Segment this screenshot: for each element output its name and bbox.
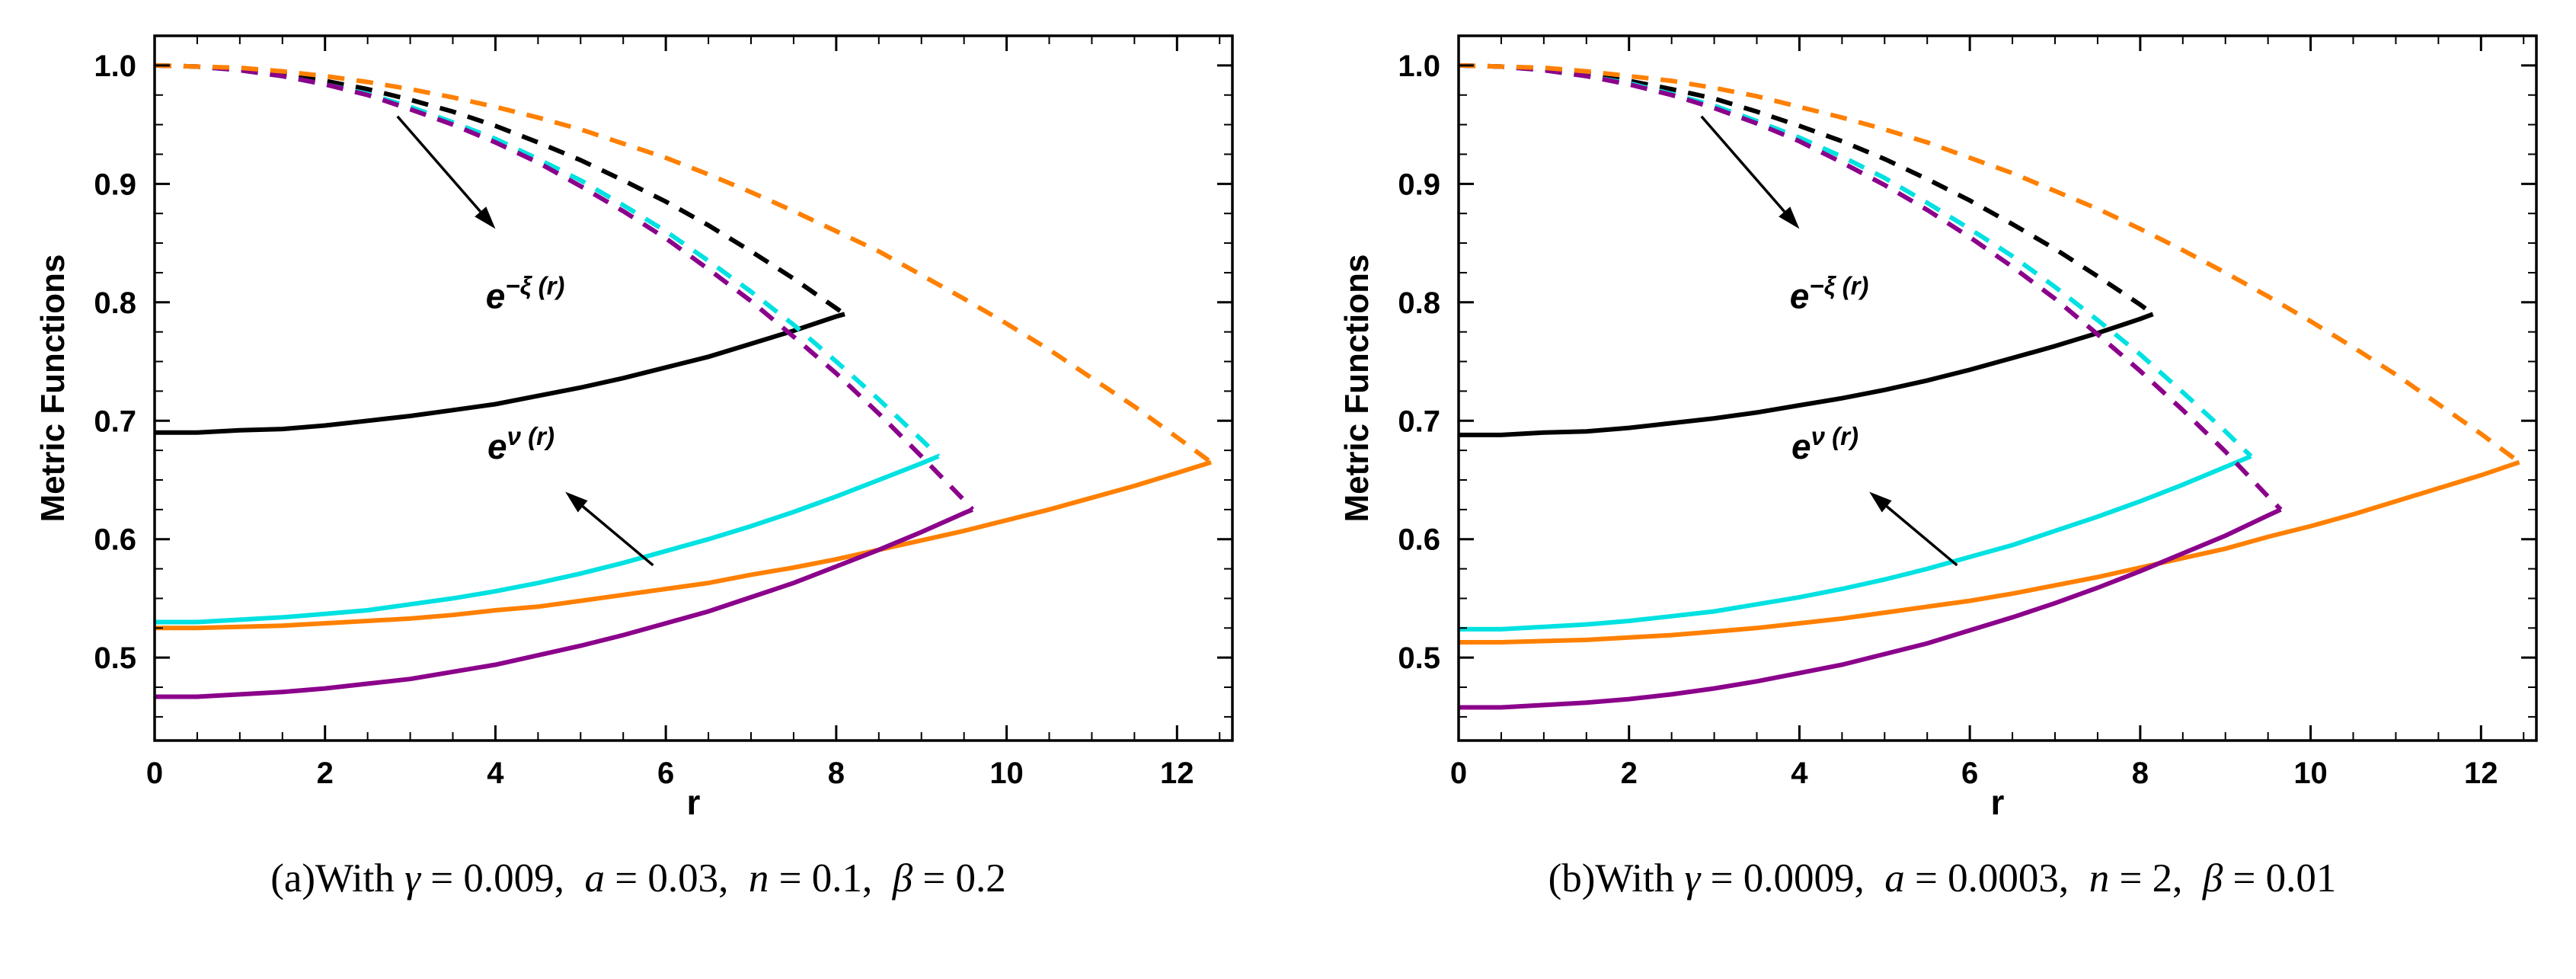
enu-label: eν (r) [487,422,555,466]
curve-orange-solid [1459,459,2520,645]
y-tick-label: 0.6 [94,523,136,557]
y-axis-label: Metric Functions [34,254,72,522]
x-tick-label: 2 [317,757,334,790]
y-tick-label: 0.5 [94,641,136,675]
caption-text: n [748,856,769,901]
plot-frame [153,34,1234,742]
figure: 0 2 4 6 8 10 12 0.5 0.6 0.7 0.8 0.9 1.0 r Metric Funct… [29,17,2552,901]
y-tick-label: 0.6 [1398,523,1440,557]
exi-label: e−ξ (r) [1790,272,1869,316]
caption-text: = 2, [2109,856,2203,901]
caption-text: n [2089,856,2110,901]
curves [1459,62,2521,710]
curve-black-solid [155,312,845,435]
caption-text: a [1884,856,1905,901]
chart-b: 0 2 4 6 8 10 12 0.5 0.6 0.7 0.8 0.9 1.0 r Metric Funct… [1333,17,2552,836]
x-tick-label: 10 [989,757,1024,790]
exi-label: e−ξ (r) [486,272,565,316]
chart-a: 0 2 4 6 8 10 12 0.5 0.6 0.7 0.8 0.9 1.0 r Metric Funct… [29,17,1248,836]
caption-text: (b)With [1548,856,1685,901]
x-tick-label: 6 [1961,757,1978,790]
y-tick-label: 0.9 [94,168,136,201]
tick-marks [1457,36,2536,741]
caption-text: = 0.01 [2223,856,2337,901]
x-tick-label: 10 [2293,757,2328,790]
plot-frame [1457,34,2538,742]
y-tick-label: 1.0 [1398,50,1440,83]
caption-text: = 0.0009, [1700,856,1885,901]
y-axis-label: Metric Functions [1338,254,1376,522]
curve-orange-dashed [155,62,1213,465]
caption-text: γ [1684,856,1701,901]
caption-text: β [892,856,913,901]
y-tick-label: 0.8 [94,286,136,320]
caption-b: (b)With γ = 0.0009, a = 0.0003, n = 2, β… [1548,856,2337,901]
curves [155,62,1213,699]
curve-cyan-solid [155,454,940,625]
x-tick-label: 0 [1450,757,1467,790]
caption-text: = 0.03, [604,856,749,901]
x-tick-label: 4 [487,757,504,790]
exi-label-arrow [1700,115,1786,213]
enu-label-arrow [582,505,654,567]
enu-label-arrowhead [1869,491,1892,513]
caption-text: β [2202,856,2223,901]
caption-a: (a)With γ = 0.009, a = 0.03, n = 0.1, β … [270,856,1006,901]
curve-purple-dashed [1459,62,2283,511]
enu-label-arrowhead [565,491,588,513]
caption-text: = 0.0003, [1904,856,2089,901]
panel-a: 0 2 4 6 8 10 12 0.5 0.6 0.7 0.8 0.9 1.0 r Metric Funct… [29,17,1248,901]
x-axis-label: r [1991,782,2005,822]
caption-text: = 0.1, [769,856,893,901]
caption-text: γ [404,856,421,901]
curve-purple-solid [1459,507,2282,710]
x-axis-label: r [687,782,701,822]
exi-label-arrowhead [475,206,496,229]
x-tick-label: 6 [657,757,674,790]
x-tick-label: 4 [1791,757,1808,790]
x-tick-label: 2 [1621,757,1638,790]
x-tick-label: 8 [2132,757,2149,790]
y-tick-label: 0.7 [1398,405,1440,438]
panel-b: 0 2 4 6 8 10 12 0.5 0.6 0.7 0.8 0.9 1.0 r Metric Funct… [1333,17,2552,901]
exi-label-arrow [396,115,482,213]
exi-label-arrowhead [1779,206,1800,229]
y-tick-label: 1.0 [94,50,136,83]
curve-cyan-dashed [1459,62,2253,459]
y-tick-label: 0.9 [1398,168,1440,201]
curve-cyan-dashed [155,62,941,459]
tick-marks [153,36,1232,741]
caption-text: = 0.2 [912,856,1006,901]
y-tick-label: 0.5 [1398,641,1440,675]
y-tick-label: 0.8 [1398,286,1440,320]
curve-purple-dashed [155,62,975,511]
enu-label-arrow [1886,505,1958,567]
caption-text: = 0.009, [420,856,585,901]
x-tick-label: 12 [1160,757,1194,790]
x-tick-label: 12 [2464,757,2498,790]
y-tick-label: 0.7 [94,405,136,438]
curve-orange-solid [155,459,1212,631]
caption-text: a [584,856,605,901]
x-tick-label: 0 [146,757,163,790]
curve-cyan-solid [1459,454,2252,632]
curve-purple-solid [155,507,973,699]
caption-text: (a)With [270,856,405,901]
curve-orange-dashed [1459,62,2521,465]
x-tick-label: 8 [828,757,845,790]
curve-black-solid [1459,312,2154,437]
enu-label: eν (r) [1791,422,1858,466]
